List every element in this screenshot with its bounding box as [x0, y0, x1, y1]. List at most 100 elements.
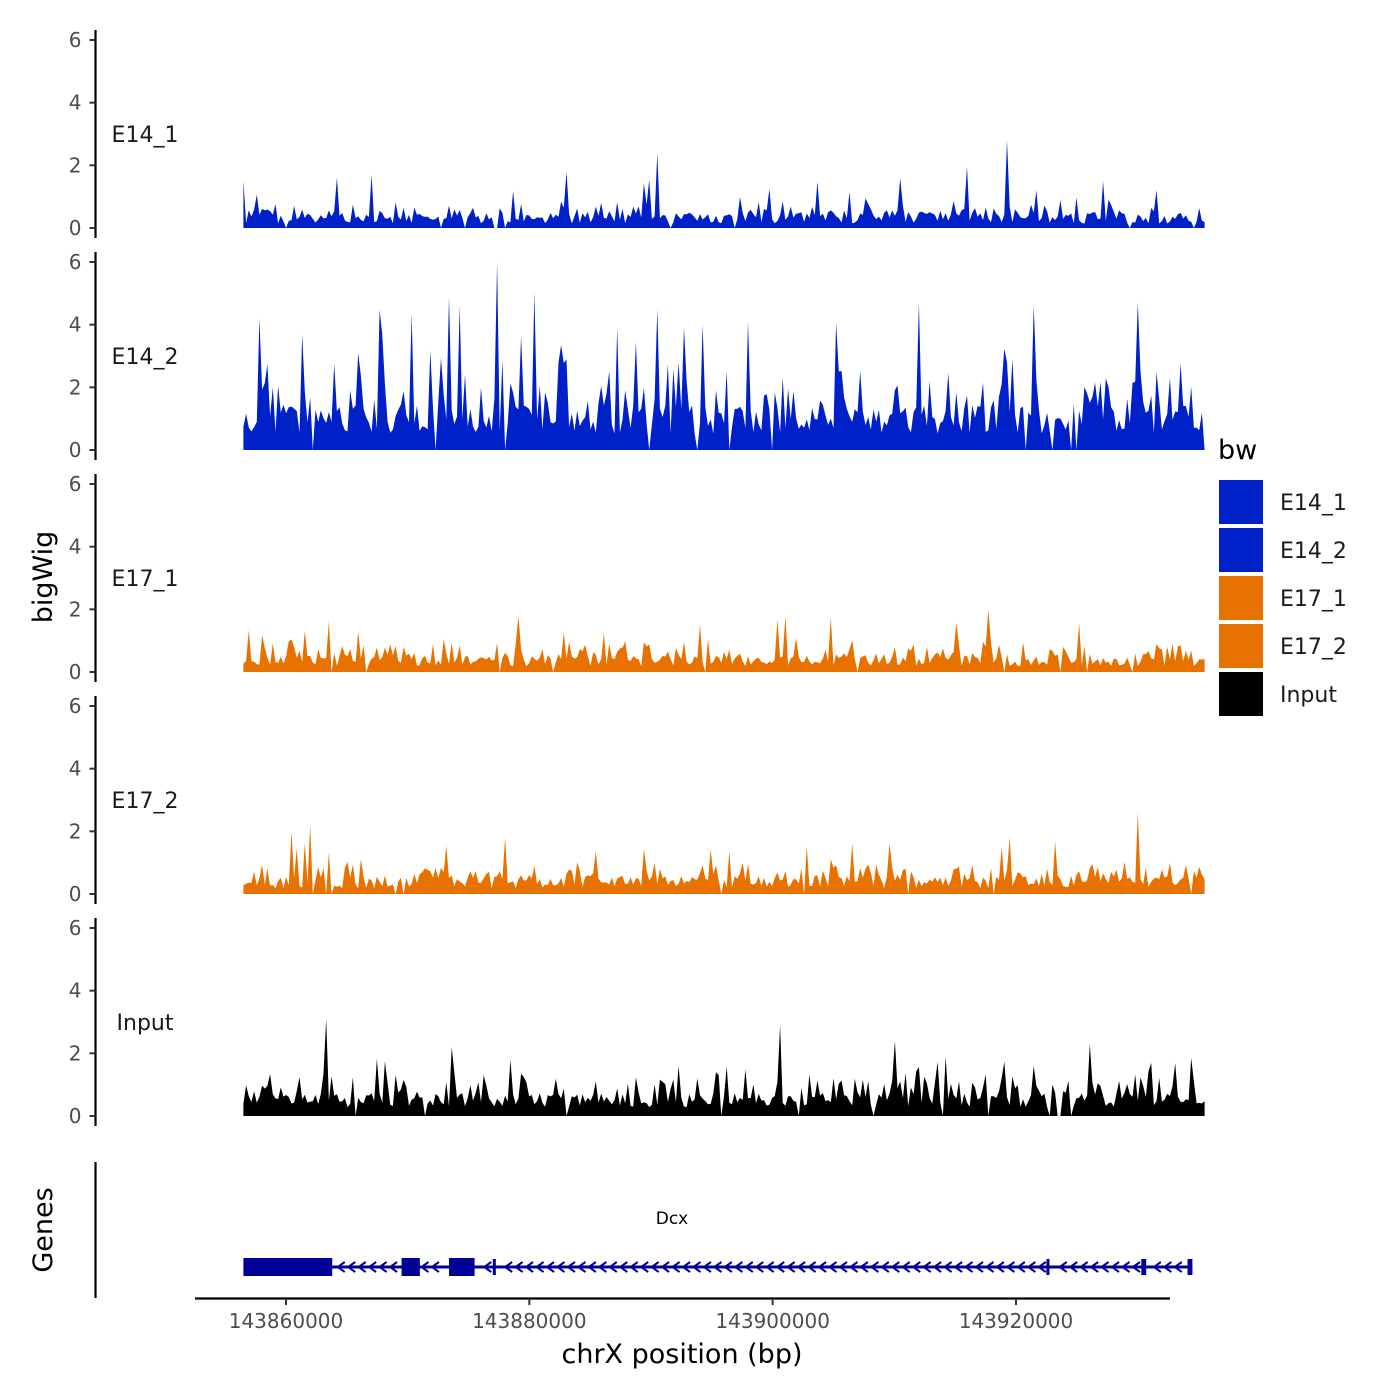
signal-area-Input [243, 1018, 1205, 1116]
strand-arrow [1162, 1261, 1172, 1273]
strand-arrow [1120, 1261, 1131, 1273]
strand-arrow [942, 1261, 953, 1273]
gene-exon [1046, 1259, 1050, 1275]
legend: bw E14_1 E14_2 E17_1 E17_2 Input [1218, 435, 1347, 716]
strand-arrow [576, 1261, 586, 1273]
strand-arrow [848, 1261, 859, 1273]
track-E14_1: 0 2 4 6 E14_1 [69, 28, 1205, 240]
gene-model [243, 1258, 1193, 1276]
y-tick-label: 0 [69, 1104, 82, 1128]
strand-arrow [1016, 1261, 1026, 1273]
strand-arrow [921, 1261, 932, 1273]
x-tick-label: 143900000 [715, 1309, 830, 1333]
strand-arrow [419, 1261, 430, 1273]
strand-arrow [702, 1261, 712, 1273]
y-tick-label: 0 [69, 660, 82, 684]
strand-arrow [377, 1261, 388, 1273]
strand-arrow [963, 1261, 974, 1273]
strand-arrow [785, 1261, 796, 1273]
strand-arrow [796, 1261, 806, 1273]
strand-arrow [733, 1261, 743, 1273]
strand-arrow [1099, 1261, 1110, 1273]
track-label: E14_2 [112, 345, 179, 370]
strand-arrow [660, 1261, 670, 1273]
strand-arrow [775, 1261, 785, 1273]
strand-arrow [827, 1261, 838, 1273]
strand-arrow [587, 1261, 597, 1273]
strand-arrow [953, 1261, 963, 1273]
strand-arrow [608, 1261, 618, 1273]
strand-arrow [974, 1261, 984, 1273]
strand-arrow [911, 1261, 921, 1273]
strand-arrow [1089, 1261, 1099, 1273]
strand-arrow [838, 1261, 848, 1273]
signal-area-E17_2 [243, 812, 1205, 894]
track-E14_2: 0 2 4 6 E14_2 [69, 250, 1205, 462]
y-tick-label: 4 [69, 535, 82, 559]
strand-arrow [513, 1261, 524, 1273]
strand-arrow [1026, 1261, 1036, 1273]
strand-arrow [1131, 1261, 1141, 1273]
strand-arrow [995, 1261, 1005, 1273]
strand-arrow [984, 1261, 995, 1273]
strand-arrow [1068, 1261, 1078, 1273]
legend-key-E14_2 [1219, 528, 1263, 572]
x-axis-title: chrX position (bp) [561, 1339, 802, 1370]
strand-arrow [534, 1261, 545, 1273]
strand-arrow [346, 1261, 356, 1273]
x-tick-label: 143860000 [229, 1309, 344, 1333]
strand-arrow [566, 1261, 576, 1273]
x-tick-label: 143880000 [472, 1309, 587, 1333]
strand-arrow [754, 1261, 764, 1273]
y-tick-label: 6 [69, 472, 82, 496]
legend-label-Input: Input [1280, 683, 1337, 708]
strand-arrow [336, 1261, 346, 1273]
gene-exon [1141, 1259, 1147, 1275]
strand-arrow [806, 1261, 817, 1273]
y-axis-title: bigWig [28, 531, 59, 624]
strand-arrow [1078, 1261, 1089, 1273]
strand-arrow [859, 1261, 869, 1273]
signal-area-E14_2 [243, 262, 1205, 450]
strand-arrow [545, 1261, 555, 1273]
y-tick-label: 0 [69, 882, 82, 906]
strand-arrow [765, 1261, 775, 1273]
strand-arrow [597, 1261, 607, 1273]
legend-key-Input [1219, 672, 1263, 716]
strand-arrow [681, 1261, 691, 1273]
legend-key-E17_1 [1219, 576, 1263, 620]
strand-arrow [503, 1261, 513, 1273]
track-label: E17_1 [112, 567, 179, 592]
strand-arrow [1152, 1261, 1162, 1273]
strand-arrow [388, 1261, 398, 1273]
strand-arrow [482, 1261, 492, 1273]
strand-arrow [356, 1261, 367, 1273]
gene-exon [492, 1259, 496, 1275]
strand-arrow [649, 1261, 660, 1273]
strand-arrow [367, 1261, 377, 1273]
legend-label-E17_2: E17_2 [1280, 635, 1347, 660]
track-label: E14_1 [112, 123, 179, 148]
strand-arrow [1173, 1261, 1183, 1273]
y-tick-label: 0 [69, 438, 82, 462]
strand-arrow [524, 1261, 534, 1273]
legend-label-E14_2: E14_2 [1280, 539, 1347, 564]
strand-arrow [712, 1261, 723, 1273]
gene-exon [1187, 1259, 1193, 1275]
legend-key-E14_1 [1219, 480, 1263, 524]
strand-arrow [1057, 1261, 1068, 1273]
y-tick-label: 4 [69, 979, 82, 1003]
bigwig-tracks: 0 2 4 6 E14_1 0 2 4 6 E14_2 0 2 4 6 E17_1 0 2 4 6 E17_2 0 2 4 6… [69, 28, 1205, 1128]
y-tick-label: 6 [69, 250, 82, 274]
x-axis: 143860000 143880000 143900000 143920000 [195, 1297, 1170, 1333]
y-tick-label: 6 [69, 694, 82, 718]
y-tick-label: 2 [69, 819, 82, 843]
signal-area-E14_1 [243, 140, 1205, 228]
y-tick-label: 2 [69, 1041, 82, 1065]
track-label: Input [117, 1011, 174, 1036]
strand-arrow [869, 1261, 879, 1273]
strand-arrow [639, 1261, 649, 1273]
track-label: E17_2 [112, 789, 179, 814]
strand-arrow [817, 1261, 827, 1273]
